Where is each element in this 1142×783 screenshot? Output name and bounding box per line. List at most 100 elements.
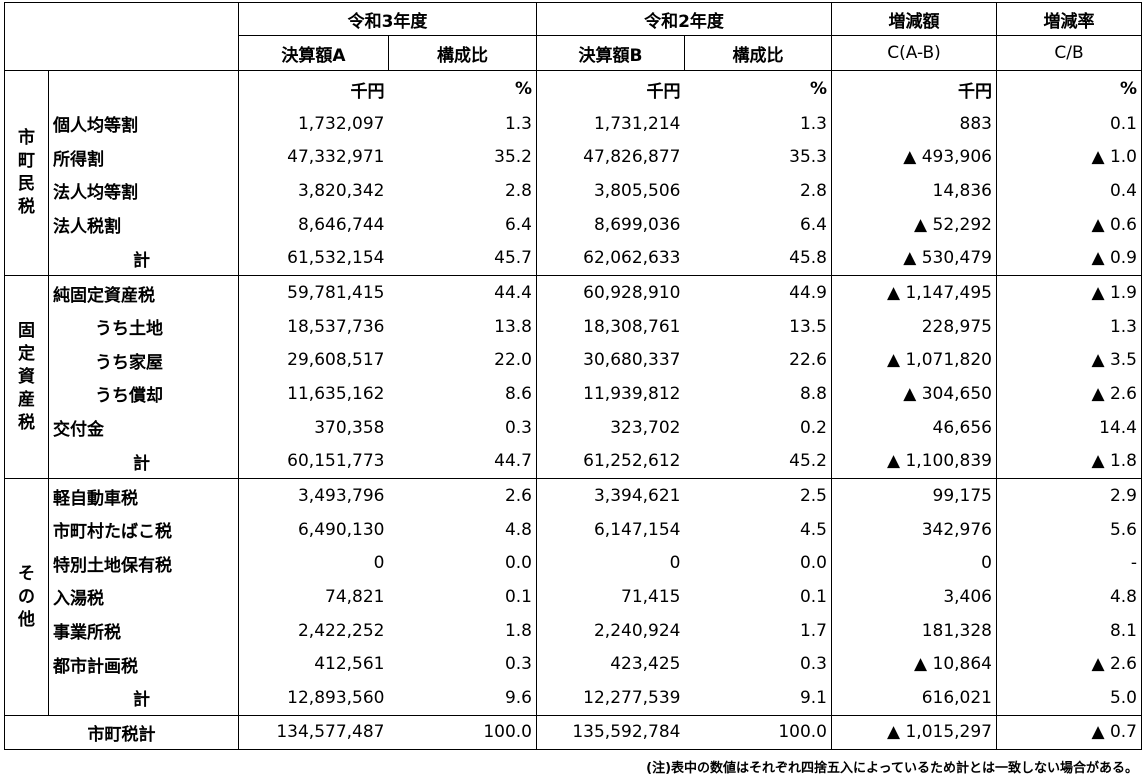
cell-ratio-a: 35.2 xyxy=(494,147,532,168)
cell-ratio-b: 13.5 xyxy=(789,316,827,337)
cell-rate: ▲ 0.6 xyxy=(996,207,1142,242)
cell-ratio-b: 6.4 xyxy=(799,214,827,235)
row-label: うち家屋 xyxy=(48,343,239,378)
cell-ratio-b: 44.9 xyxy=(789,283,827,304)
cell-ratio-a: 22.0 xyxy=(494,350,532,371)
footnote: (注)表中の数値はそれぞれ四捨五入によっているため計とは一致しない場合がある。 xyxy=(646,761,1138,776)
cell-amount-b: 323,702 xyxy=(536,410,685,445)
cell-amount-b: 3,394,621 xyxy=(536,478,685,513)
cell-amount-b: 8,699,036 xyxy=(536,207,685,242)
header-rate: 増減率 xyxy=(996,2,1142,36)
cell-diff: ▲ 493,906 xyxy=(831,140,997,175)
group-label: 市町民税 xyxy=(4,69,49,277)
cell-amount-a: 60,151,773 xyxy=(238,444,389,480)
cell-diff: 342,976 xyxy=(831,512,997,547)
cell-ratio-b: 0.1 xyxy=(799,586,827,607)
cell-amount-a: 3,493,796 xyxy=(238,478,389,513)
cell-rate: 0.1 xyxy=(996,107,1142,141)
cell-amount-b: 423,425 xyxy=(536,647,685,681)
cell-rate: 5.0 xyxy=(996,680,1142,716)
cell-amount-a: 11,635,162 xyxy=(238,377,389,411)
subtotal-label: 計 xyxy=(48,444,239,480)
group-label-text: 固定資産税 xyxy=(18,320,35,433)
row-label: 市町村たばこ税 xyxy=(48,512,239,547)
cell-ratio-b: 4.5 xyxy=(799,519,827,540)
header-blank xyxy=(4,2,239,71)
cell-ratio-a: 0.1 xyxy=(504,586,532,607)
cell-amount-a: 6,490,130 xyxy=(238,512,389,547)
cell-ratio-b: 0.2 xyxy=(799,417,827,438)
cell-amount-b: 1,731,214 xyxy=(536,107,685,141)
cell-rate: ▲ 0.7 xyxy=(996,714,1142,750)
cell-ratio-a: 13.8 xyxy=(494,316,532,337)
cell-amount-b: 30,680,337 xyxy=(536,343,685,378)
cell-ratio-b: 22.6 xyxy=(789,350,827,371)
table-row: 固定資産税 純固定資産税 59,781,415 44.4 60,928,910 44.9 ▲… xyxy=(4,275,1142,480)
cell-ratio-b: 0.3 xyxy=(799,654,827,675)
cell-ratio-a: 8.6 xyxy=(504,383,532,404)
cell-diff: ▲ 1,015,297 xyxy=(831,714,997,750)
table-row: その他 軽自動車税 3,493,796 2.6 3,394,621 2.5 99,175 2.… xyxy=(4,478,1142,716)
cell-ratio-a: 2.8 xyxy=(504,180,532,201)
cell-rate: 4.8 xyxy=(996,580,1142,614)
cell-amount-a: 59,781,415 xyxy=(238,275,389,310)
unit-label-blank xyxy=(48,70,239,107)
cell-ratio-b: 8.8 xyxy=(799,383,827,404)
cell-amount-a: 61,532,154 xyxy=(238,241,389,277)
cell-diff: ▲ 530,479 xyxy=(831,241,997,277)
table-row: 都市計画税 412,561 0.3 423,425 0.3 ▲ 10,864 ▲ 2.6 xyxy=(5,647,1142,681)
header-amount-b: 決算額B xyxy=(536,35,685,71)
table-row: 法人税割 8,646,744 6.4 8,699,036 6.4 ▲ 52,292 ▲ 0.… xyxy=(5,207,1142,242)
row-label: 都市計画税 xyxy=(48,647,239,681)
cell-ratio-a: 45.7 xyxy=(388,241,537,277)
row-label: うち償却 xyxy=(48,377,239,411)
cell-rate: ▲ 0.9 xyxy=(996,241,1142,277)
cell-diff: 181,328 xyxy=(831,613,997,648)
cell-diff: ▲ 1,147,495 xyxy=(831,275,997,310)
unit-ratio-a: % xyxy=(514,79,532,99)
cell-rate: 8.1 xyxy=(996,613,1142,648)
table-row: うち家屋 29,608,517 22.0 30,680,337 22.6 ▲ 1,071,… xyxy=(5,343,1142,378)
cell-ratio-a: 100.0 xyxy=(388,714,537,750)
cell-diff: 0 xyxy=(831,546,997,581)
cell-amount-b: 60,928,910 xyxy=(536,275,685,310)
unit-amount-a: 千円 xyxy=(238,70,389,107)
grand-total-label: 市町税計 xyxy=(4,714,239,750)
header-amount-a: 決算額A xyxy=(238,35,389,71)
header-ratio-a: 構成比 xyxy=(388,35,537,71)
cell-ratio-b: 35.3 xyxy=(789,147,827,168)
cell-ratio-b: 0.0 xyxy=(799,553,827,574)
cell-amount-a: 12,893,560 xyxy=(238,680,389,716)
grand-total-row: 市町税計 134,577,487 100.0 135,592,784 100.0 ▲ 1,… xyxy=(4,714,1142,750)
row-label: 軽自動車税 xyxy=(48,478,239,513)
cell-rate: ▲ 2.6 xyxy=(996,377,1142,411)
subtotal-row: 計 12,893,560 9.6 12,277,539 9.1 616,021 5.0 xyxy=(5,680,1142,716)
cell-diff: ▲ 1,071,820 xyxy=(831,343,997,378)
table-row: 法人均等割 3,820,342 2.8 3,805,506 2.8 14,836 0.4 xyxy=(5,174,1142,208)
cell-diff: 99,175 xyxy=(831,478,997,513)
cell-amount-b: 71,415 xyxy=(536,580,685,614)
cell-ratio-a: 0.3 xyxy=(504,654,532,675)
cell-diff: 616,021 xyxy=(831,680,997,716)
cell-amount-b: 0 xyxy=(536,546,685,581)
cell-ratio-a: 1.8 xyxy=(504,620,532,641)
group-label-text: 市町民税 xyxy=(18,128,35,218)
cell-amount-a: 18,537,736 xyxy=(238,309,389,344)
cell-ratio-a: 1.3 xyxy=(504,113,532,134)
cell-amount-a: 8,646,744 xyxy=(238,207,389,242)
header-r2: 令和2年度 xyxy=(536,2,832,36)
row-label: 特別土地保有税 xyxy=(48,546,239,581)
cell-amount-a: 2,422,252 xyxy=(238,613,389,648)
cell-amount-b: 18,308,761 xyxy=(536,309,685,344)
cell-diff: ▲ 52,292 xyxy=(831,207,997,242)
table-row: うち償却 11,635,162 8.6 11,939,812 8.8 ▲ 304,650 ▲… xyxy=(5,377,1142,411)
cell-ratio-b: 1.7 xyxy=(799,620,827,641)
cell-amount-a: 134,577,487 xyxy=(238,714,389,750)
cell-amount-a: 412,561 xyxy=(238,647,389,681)
cell-amount-b: 2,240,924 xyxy=(536,613,685,648)
row-label: 交付金 xyxy=(48,410,239,445)
cell-amount-a: 29,608,517 xyxy=(238,343,389,378)
group-label-text: その他 xyxy=(18,563,35,630)
cell-ratio-b: 2.5 xyxy=(799,486,827,507)
cell-diff: 3,406 xyxy=(831,580,997,614)
